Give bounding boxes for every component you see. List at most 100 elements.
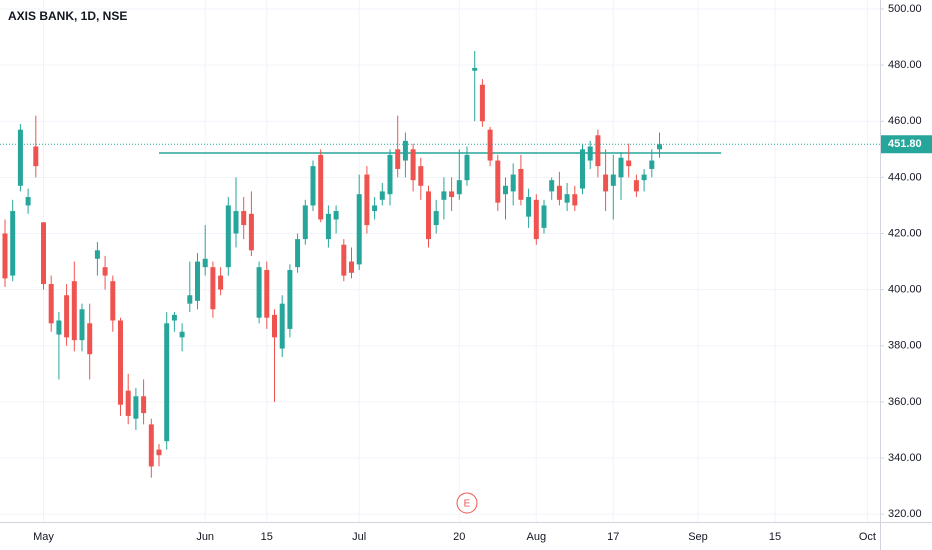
candle-body [56, 320, 62, 335]
candle-body [595, 135, 601, 167]
candle-body [495, 160, 501, 203]
candle-body [402, 140, 408, 161]
candle-body [2, 233, 8, 279]
candle-body [33, 146, 39, 167]
candle-body [387, 154, 393, 195]
candle-body [225, 205, 231, 268]
last-price-label: 451.80 [888, 138, 922, 150]
candle-body [549, 180, 555, 192]
candle-body [64, 295, 70, 338]
x-tick-label: 15 [261, 531, 273, 543]
candle-body [564, 194, 570, 203]
candle-body [610, 174, 616, 186]
axes: 320.00 340.00 360.00 380.00 400.00 420.00 440.… [33, 3, 932, 543]
y-tick-label: 340.00 [888, 452, 922, 464]
candle-body [210, 267, 216, 310]
candle-body [464, 154, 470, 181]
candle-body [218, 275, 224, 290]
candle-body [156, 449, 162, 456]
candle-body [287, 269, 293, 329]
candle-body [418, 166, 424, 186]
candle-body [110, 281, 116, 321]
candle-body [603, 174, 609, 192]
candle-body [195, 261, 200, 301]
x-tick-label: 20 [453, 531, 465, 543]
candle-body [372, 205, 378, 212]
candle-body [48, 284, 54, 324]
candle-body [133, 396, 139, 419]
chart-title: AXIS BANK, 1D, NSE [8, 9, 127, 23]
candle-body [472, 67, 478, 71]
candle-body [503, 185, 508, 195]
candle-body [171, 314, 177, 321]
candle-body [187, 295, 193, 304]
x-tick-label: 15 [769, 531, 781, 543]
x-tick-label: Jul [352, 531, 366, 543]
candle-body [318, 154, 324, 220]
candle-body [179, 331, 185, 338]
candle-body [510, 174, 516, 192]
candle-body [487, 129, 493, 161]
candle-body [341, 244, 347, 276]
candle-body [94, 250, 100, 259]
candle-body [41, 222, 46, 285]
candle-body [633, 180, 639, 192]
candle-body [426, 191, 431, 240]
candle-body [118, 320, 123, 405]
event-marker-label: E [464, 499, 471, 510]
candle-body [125, 390, 131, 416]
candle-body [580, 149, 585, 189]
candle-body [302, 205, 308, 240]
x-tick-label: Sep [688, 531, 708, 543]
candle-body [449, 191, 455, 198]
candle-body [164, 323, 170, 442]
candle-body [325, 213, 331, 240]
candle-body [141, 396, 147, 414]
candle-body [256, 267, 262, 318]
plot: E [0, 51, 880, 514]
candle-body [10, 211, 16, 276]
candle-body [25, 197, 31, 206]
candle-body [379, 191, 385, 200]
candle-body [264, 269, 270, 318]
y-tick-label: 460.00 [888, 115, 922, 127]
candle-body [518, 168, 524, 200]
y-tick-label: 480.00 [888, 59, 922, 71]
x-tick-label: Oct [859, 531, 876, 543]
candle-body [279, 303, 285, 349]
candle-body [618, 157, 624, 178]
candle-body [572, 194, 578, 206]
candle-body [87, 323, 93, 355]
y-tick-label: 440.00 [888, 171, 922, 183]
candle-body [364, 174, 370, 226]
x-tick-label: 17 [607, 531, 619, 543]
x-tick-label: May [33, 531, 54, 543]
candle-body [533, 199, 539, 240]
candle-body [556, 185, 562, 200]
candle-body [333, 211, 339, 220]
candle-body [433, 211, 439, 226]
candle-body [310, 166, 316, 206]
candle-body [356, 194, 362, 265]
candle-body [626, 160, 632, 167]
candle-body [441, 191, 447, 200]
candle-body [587, 146, 593, 161]
y-tick-label: 400.00 [888, 284, 922, 296]
candle-body [641, 174, 647, 181]
candle-body [148, 424, 154, 467]
candle-body [456, 180, 462, 195]
candle-body [479, 84, 485, 122]
candle-body [241, 211, 247, 226]
x-tick-label: Jun [196, 531, 214, 543]
candle-body [71, 281, 77, 341]
candle-body [649, 160, 655, 169]
y-tick-label: 380.00 [888, 340, 922, 352]
candle-body [102, 267, 108, 276]
candle-body [395, 149, 401, 169]
candle-body [248, 213, 254, 251]
candle-body [272, 314, 277, 338]
event-marker [456, 492, 478, 514]
x-tick-label: Aug [527, 531, 547, 543]
